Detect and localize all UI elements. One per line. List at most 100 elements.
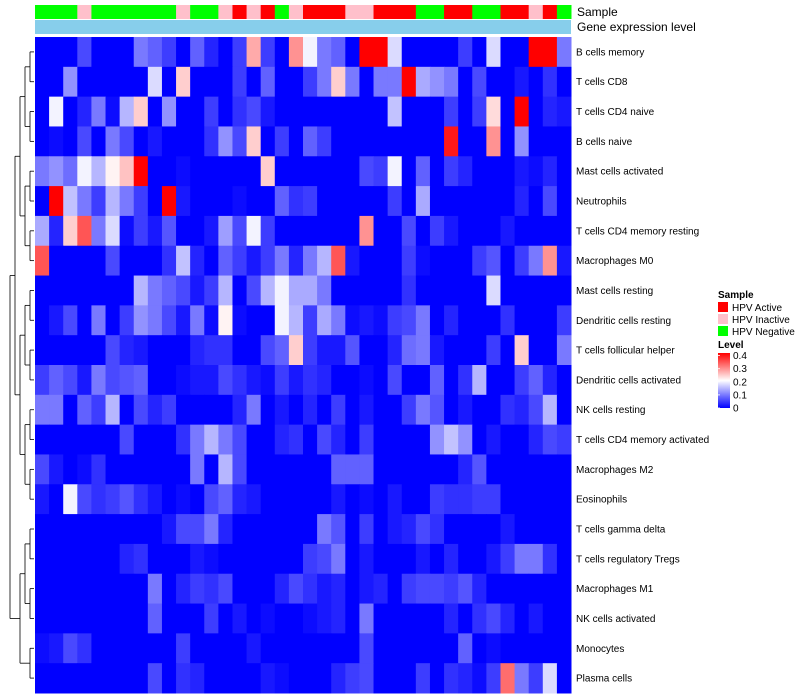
- level-tick-label: 0.2: [733, 377, 747, 388]
- heatmap-cell: [415, 156, 431, 187]
- heatmap-cell: [77, 514, 92, 545]
- heatmap-cell: [303, 96, 318, 127]
- heatmap-cell: [204, 394, 219, 426]
- heatmap-cell: [317, 96, 332, 127]
- heatmap-cell: [35, 424, 50, 455]
- heatmap-cell: [429, 573, 445, 605]
- heatmap-cell: [486, 573, 501, 605]
- heatmap-cell: [288, 454, 304, 485]
- heatmap-cell: [133, 305, 149, 336]
- heatmap-cell: [429, 484, 445, 515]
- heatmap-cell: [218, 663, 233, 694]
- heatmap-cell: [190, 215, 205, 247]
- heatmap-cell: [35, 514, 50, 545]
- heatmap-cell: [260, 454, 276, 485]
- heatmap-cell: [190, 245, 205, 277]
- heatmap-cell: [345, 126, 360, 157]
- heatmap-cell: [401, 394, 417, 426]
- heatmap-cell: [91, 603, 107, 634]
- heatmap-cell: [429, 454, 445, 485]
- sample-legend-entry: HPV Inactive: [732, 315, 790, 326]
- heatmap-cell: [147, 275, 163, 306]
- heatmap-cell: [35, 126, 50, 157]
- heatmap-cell: [373, 156, 389, 187]
- heatmap-cell: [345, 335, 360, 366]
- heatmap-cell: [331, 96, 346, 127]
- heatmap-cell: [119, 37, 135, 68]
- heatmap-cell: [542, 96, 558, 127]
- heatmap-cell: [415, 37, 431, 68]
- heatmap-cell: [218, 365, 233, 396]
- heatmap-cell: [373, 633, 389, 664]
- heatmap-cell: [232, 156, 248, 187]
- heatmap-cell: [528, 186, 544, 217]
- heatmap-cell: [458, 484, 473, 515]
- heatmap-cell: [472, 543, 487, 575]
- heatmap-cell: [119, 365, 135, 396]
- heatmap-cell: [500, 305, 516, 336]
- heatmap-cell: [556, 186, 572, 217]
- heatmap-cell: [232, 66, 248, 98]
- heatmap-cell: [303, 663, 318, 694]
- heatmap-cell: [133, 573, 149, 605]
- heatmap-cell: [288, 156, 304, 187]
- heatmap-cell: [415, 454, 431, 485]
- sample-annotation-cell: [458, 5, 473, 19]
- heatmap-cell: [359, 37, 375, 68]
- heatmap-cell: [317, 215, 332, 247]
- heatmap-cell: [232, 484, 248, 515]
- heatmap-cell: [444, 484, 459, 515]
- heatmap-cell: [218, 335, 233, 366]
- heatmap-cell: [105, 514, 121, 545]
- heatmap-cell: [486, 424, 501, 455]
- heatmap-cell: [91, 573, 107, 605]
- heatmap-cell: [232, 37, 248, 68]
- heatmap-cell: [514, 96, 530, 127]
- heatmap-cell: [500, 573, 516, 605]
- heatmap-cell: [190, 603, 205, 634]
- heatmap-cell: [119, 603, 135, 634]
- heatmap-cell: [387, 126, 403, 157]
- heatmap-cell: [274, 603, 290, 634]
- heatmap-cell: [260, 275, 276, 306]
- heatmap-cell: [91, 484, 107, 515]
- heatmap-cell: [105, 573, 121, 605]
- heatmap-cell: [458, 543, 473, 575]
- heatmap-cell: [331, 633, 346, 664]
- heatmap-cell: [176, 663, 191, 694]
- heatmap-cell: [246, 305, 262, 336]
- heatmap-cell: [218, 275, 233, 306]
- heatmap-cell: [161, 394, 177, 426]
- heatmap-cell: [458, 633, 473, 664]
- heatmap-cell: [429, 394, 445, 426]
- heatmap-cell: [274, 633, 290, 664]
- heatmap-cell: [345, 245, 360, 277]
- heatmap-cell: [317, 603, 332, 634]
- sample-annotation-cell: [49, 5, 64, 19]
- sample-annotation-cell: [528, 5, 544, 19]
- heatmap-cell: [345, 96, 360, 127]
- heatmap-cell: [514, 335, 530, 366]
- heatmap-cell: [274, 215, 290, 247]
- heatmap-cell: [246, 543, 262, 575]
- heatmap-cell: [514, 275, 530, 306]
- heatmap-cell: [528, 305, 544, 336]
- heatmap-cell: [63, 245, 78, 277]
- heatmap-cell: [49, 394, 64, 426]
- heatmap-cell: [274, 394, 290, 426]
- row-label: T cells follicular helper: [576, 346, 675, 357]
- heatmap-cell: [472, 424, 487, 455]
- heatmap-cell: [204, 335, 219, 366]
- heatmap-cell: [161, 186, 177, 217]
- heatmap-cell: [232, 126, 248, 157]
- heatmap-cell: [105, 275, 121, 306]
- heatmap-cell: [49, 543, 64, 575]
- heatmap-cell: [500, 126, 516, 157]
- heatmap-cell: [415, 573, 431, 605]
- heatmap-cell: [373, 603, 389, 634]
- heatmap-cell: [63, 603, 78, 634]
- heatmap-cell: [345, 66, 360, 98]
- heatmap-cell: [303, 335, 318, 366]
- heatmap-cell: [317, 514, 332, 545]
- heatmap-cell: [133, 424, 149, 455]
